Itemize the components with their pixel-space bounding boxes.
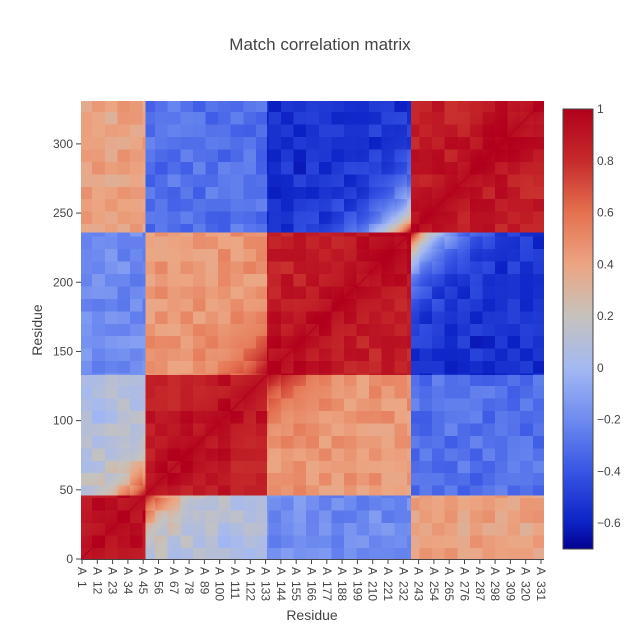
y-tick-label: 100 (53, 414, 73, 428)
x-tick-label: A 276 (458, 567, 472, 601)
colorbar-tick-label: 1 (597, 102, 604, 116)
x-tick-label: A 23 (106, 567, 120, 595)
x-tick-label: A 133 (259, 567, 273, 601)
x-tick-label: A 177 (320, 567, 334, 601)
x-tick-label: A 188 (335, 567, 349, 601)
colorbar-tick-label: 0.2 (597, 309, 614, 323)
x-tick-label: A 1 (75, 567, 89, 588)
colorbar-tick-label: 0.8 (597, 154, 614, 168)
y-tick-label: 250 (53, 206, 73, 220)
x-tick-label: A 122 (243, 567, 257, 601)
x-tick-label: A 56 (152, 567, 166, 595)
y-tick-label: 50 (60, 483, 74, 497)
x-tick-label: A 144 (274, 567, 288, 601)
x-tick-label: A 155 (289, 567, 303, 601)
x-tick-label: A 243 (412, 567, 426, 601)
y-tick-label: 150 (53, 344, 73, 358)
x-tick-label: A 221 (381, 567, 395, 601)
x-tick-label: A 12 (90, 567, 104, 595)
x-tick-label: A 100 (213, 567, 227, 601)
y-tick-label: 200 (53, 275, 73, 289)
x-tick-label: A 89 (197, 567, 211, 595)
colorbar-tick-label: −0.6 (597, 516, 621, 530)
y-tick-label: 0 (66, 552, 73, 566)
colorbar-tick-label: 0.4 (597, 257, 614, 271)
x-axis-title: Residue (286, 607, 338, 623)
colorbar-tick-label: 0.6 (597, 206, 614, 220)
x-tick-label: A 309 (503, 567, 517, 601)
x-tick-label: A 287 (473, 567, 487, 601)
y-axis-title: Residue (29, 304, 45, 356)
colorbar-tick-label: −0.2 (597, 413, 621, 427)
x-tick-label: A 331 (534, 567, 548, 601)
colorbar-tick-label: 0 (597, 361, 604, 375)
x-tick-label: A 45 (136, 567, 150, 595)
x-tick-label: A 254 (427, 567, 441, 601)
colorbar: 1 0.8 0.6 0.4 0.2 0 −0.2 −0.4 −0.6 (563, 102, 621, 549)
heatmap-image (81, 101, 544, 559)
y-axis-ticks: 0 50 100 150 200 250 300 (53, 137, 81, 566)
colorbar-tick-label: −0.4 (597, 464, 621, 478)
chart-title: Match correlation matrix (229, 35, 411, 54)
x-tick-label: A 320 (519, 567, 533, 601)
x-tick-label: A 34 (121, 567, 135, 595)
x-tick-label: A 199 (350, 567, 364, 601)
x-tick-label: A 67 (167, 567, 181, 595)
x-tick-label: A 78 (182, 567, 196, 595)
x-tick-label: A 166 (305, 567, 319, 601)
y-tick-label: 300 (53, 137, 73, 151)
x-tick-label: A 298 (488, 567, 502, 601)
x-tick-label: A 111 (228, 567, 242, 600)
x-tick-label: A 232 (396, 567, 410, 601)
x-tick-label: A 265 (442, 567, 456, 601)
heatmap-plot-area[interactable] (81, 101, 544, 560)
x-tick-label: A 210 (366, 567, 380, 601)
colorbar-gradient (563, 109, 593, 549)
